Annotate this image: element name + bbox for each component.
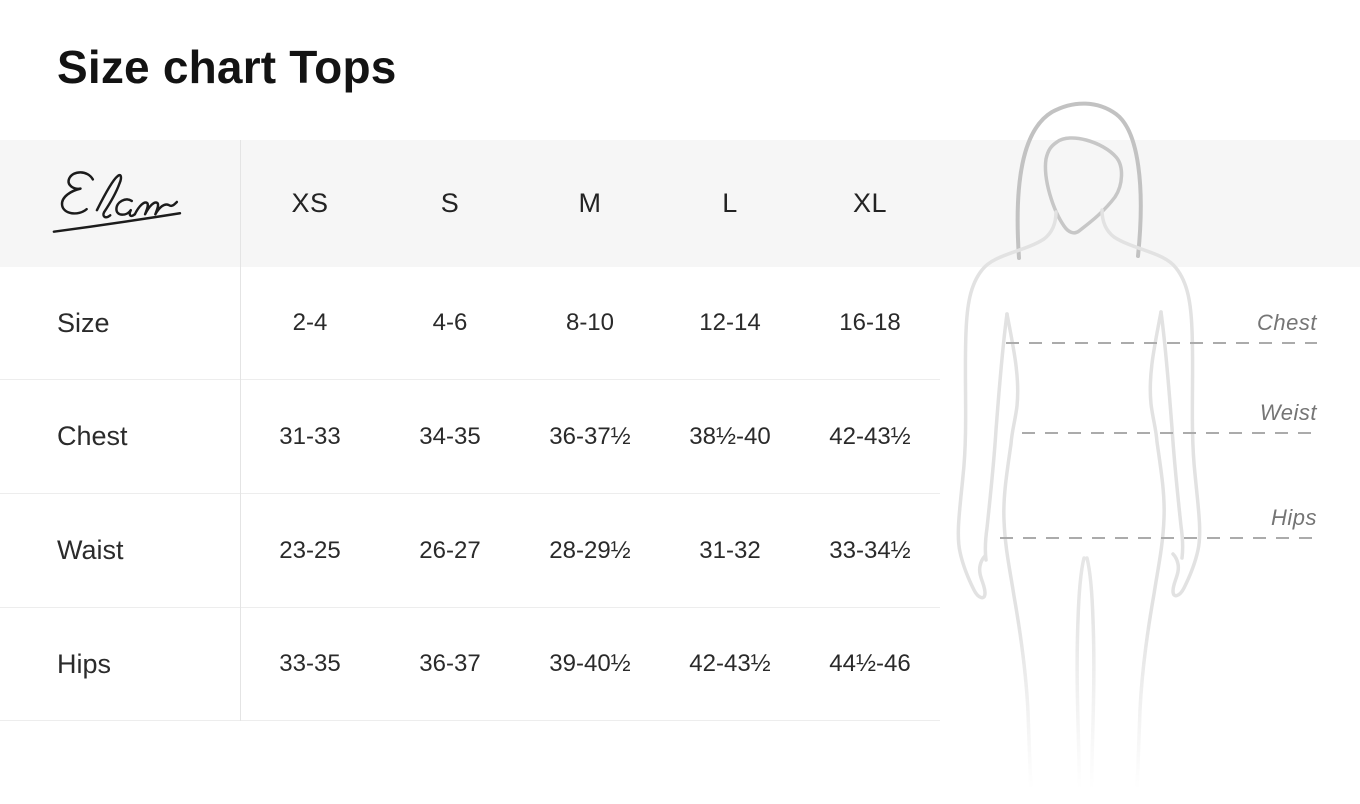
table-cell: 36-37 — [419, 650, 481, 677]
table-cell: 26-27 — [419, 536, 481, 564]
table-cell: 33-35 — [279, 650, 341, 677]
column-header-s: S — [440, 188, 460, 218]
table-cell: 42-43½ — [829, 422, 911, 450]
waist-measure-line — [1022, 432, 1317, 434]
table-cell: 42-43½ — [689, 650, 771, 677]
table-cell: 28-29½ — [549, 536, 631, 564]
chest-measure-line — [1006, 342, 1317, 344]
table-cell: 38½-40 — [689, 422, 771, 450]
size-chart-table: Elan XS S M L XL Size 2-4 4-6 8-10 12-14… — [0, 140, 940, 721]
table-cell: 16-18 — [839, 309, 901, 336]
table-header-row: Elan XS S M L XL — [0, 140, 940, 267]
table-row-waist: Waist 23-25 26-27 28-29½ 31-32 33-34½ — [0, 494, 940, 608]
table-cell: 33-34½ — [829, 536, 911, 564]
table-row-hips: Hips 33-35 36-37 39-40½ 42-43½ 44½-46 — [0, 608, 940, 721]
brand-signature-icon — [52, 170, 181, 233]
table-row-chest: Chest 31-33 34-35 36-37½ 38½-40 42-43½ — [0, 380, 940, 494]
column-divider — [240, 140, 241, 721]
row-label-hips: Hips — [57, 648, 112, 679]
table-cell: 23-25 — [279, 536, 341, 564]
table-cell: 8-10 — [565, 309, 615, 336]
table-row-size: Size 2-4 4-6 8-10 12-14 16-18 — [0, 267, 940, 380]
chest-measure-label: Chest — [1257, 310, 1317, 335]
table-cell: 44½-46 — [829, 650, 911, 677]
column-header-xs: XS — [291, 188, 329, 218]
column-header-xl: XL — [852, 188, 888, 218]
table-cell: 34-35 — [419, 422, 481, 450]
woman-body-outline-illustration — [956, 101, 1202, 802]
table-cell: 31-32 — [699, 536, 761, 564]
hips-measure-label: Hips — [1270, 505, 1317, 530]
waist-measure-label: Weist — [1259, 400, 1317, 425]
column-header-m: M — [578, 188, 602, 218]
row-label-size: Size — [57, 307, 110, 338]
table-cell: 31-33 — [279, 422, 341, 450]
table-cell: 39-40½ — [549, 650, 631, 677]
brand-logo: Elan — [0, 163, 240, 245]
row-label-chest: Chest — [57, 421, 128, 451]
hips-measure-line — [1000, 537, 1317, 539]
table-cell: 2-4 — [292, 309, 328, 336]
page-title: Size chart Tops — [57, 41, 397, 93]
table-cell: 12-14 — [699, 309, 761, 336]
row-label-waist: Waist — [57, 535, 124, 565]
column-header-l: L — [722, 188, 738, 218]
table-cell: 36-37½ — [549, 422, 631, 450]
table-cell: 4-6 — [432, 309, 468, 336]
